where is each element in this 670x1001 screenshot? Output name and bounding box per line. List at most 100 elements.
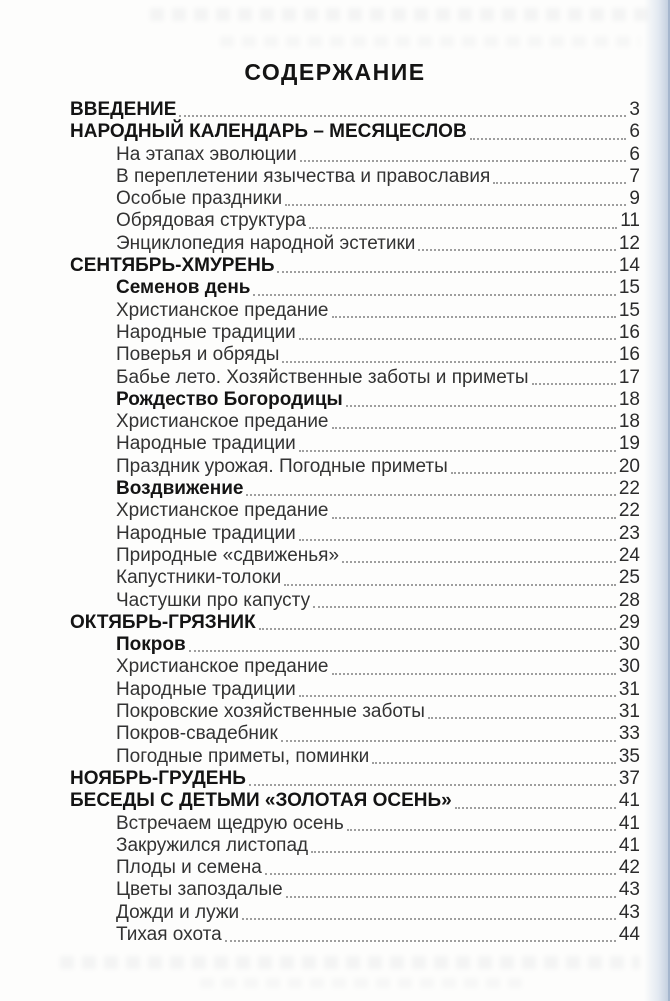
dotted-leader <box>493 182 627 185</box>
toc-page-number: 31 <box>618 678 640 700</box>
toc-entry-label: В переплетении язычества и православия <box>116 165 491 187</box>
toc-entry-label: Народные традиции <box>116 522 296 544</box>
dotted-leader <box>224 940 616 943</box>
dotted-leader <box>246 494 616 497</box>
toc-list: ВВЕДЕНИЕ 3 НАРОДНЫЙ КАЛЕНДАРЬ – МЕСЯЦЕСЛОВ… <box>70 99 640 946</box>
toc-row: ОКТЯБРЬ-ГРЯЗНИК 29 <box>70 612 640 634</box>
toc-row: БЕСЕДЫ С ДЕТЬМИ «ЗОЛОТАЯ ОСЕНЬ» 41 <box>70 790 640 812</box>
toc-entry-label: Христианское предание <box>116 500 329 522</box>
dotted-leader <box>188 650 616 653</box>
toc-entry-label: Энциклопедия народной эстетики <box>116 232 416 254</box>
toc-entry-label: СЕНТЯБРЬ-ХМУРЕНЬ <box>70 255 275 277</box>
toc-row: Тихая охота 44 <box>70 924 640 946</box>
toc-entry-label: Особые праздники <box>116 188 283 210</box>
toc-row: Христианское предание 15 <box>70 300 640 322</box>
toc-page-number: 6 <box>629 143 640 165</box>
dotted-leader <box>311 851 616 854</box>
toc-row: Встречаем щедрую осень 41 <box>70 813 640 835</box>
dotted-leader <box>531 382 616 385</box>
toc-page-number: 17 <box>618 366 640 388</box>
toc-row: Природные «сдвиженья» 24 <box>70 545 640 567</box>
toc-row: Бабье лето. Хозяйственные заботы и приме… <box>70 367 640 389</box>
toc-row: НОЯБРЬ-ГРУДЕНЬ 37 <box>70 768 640 790</box>
page-edge-shadow <box>644 0 670 1001</box>
toc-page-number: 18 <box>618 411 640 433</box>
toc-page-number: 43 <box>618 879 640 901</box>
scan-artifact <box>150 8 650 21</box>
toc-entry-label: Тихая охота <box>116 923 222 945</box>
dotted-leader <box>298 449 616 452</box>
toc-entry-label: Покров <box>116 634 186 656</box>
dotted-leader <box>345 405 616 408</box>
toc-row: Погодные приметы, поминки 35 <box>70 746 640 768</box>
toc-page-number: 24 <box>618 544 640 566</box>
toc-entry-label: Народные традиции <box>116 678 296 700</box>
toc-page-number: 9 <box>629 188 640 210</box>
scan-artifact <box>60 956 640 969</box>
toc-row: Плоды и семена 42 <box>70 857 640 879</box>
toc-entry-label: Обрядовая структура <box>116 210 306 232</box>
toc-page-number: 7 <box>629 165 640 187</box>
toc-row: Поверья и обряды 16 <box>70 344 640 366</box>
toc-row: СЕНТЯБРЬ-ХМУРЕНЬ 14 <box>70 255 640 277</box>
toc-page-number: 43 <box>618 901 640 923</box>
toc-entry-label: Рождество Богородицы <box>116 388 343 410</box>
dotted-leader <box>298 538 616 541</box>
dotted-leader <box>313 605 616 608</box>
toc-entry-label: НОЯБРЬ-ГРУДЕНЬ <box>70 767 246 789</box>
toc-row: Народные традиции 31 <box>70 679 640 701</box>
dotted-leader <box>264 873 616 876</box>
toc-row: Воздвижение 22 <box>70 478 640 500</box>
toc-entry-label: Народные традиции <box>116 321 296 343</box>
toc-entry-label: Праздник урожая. Погодные приметы <box>116 455 448 477</box>
toc-entry-label: На этапах эволюции <box>116 143 297 165</box>
toc-entry-label: Воздвижение <box>116 478 244 500</box>
dotted-leader <box>248 784 616 787</box>
toc-row: Энциклопедия народной эстетики 12 <box>70 233 640 255</box>
toc-page-number: 41 <box>618 834 640 856</box>
dotted-leader <box>331 315 616 318</box>
toc-row: ВВЕДЕНИЕ 3 <box>70 99 640 121</box>
toc-row: Частушки про капусту 28 <box>70 590 640 612</box>
toc-page-number: 16 <box>618 344 640 366</box>
toc-row: Народные традиции 23 <box>70 523 640 545</box>
dotted-leader <box>277 271 616 274</box>
toc-page-number: 30 <box>618 656 640 678</box>
toc-page-number: 31 <box>618 701 640 723</box>
toc-page-number: 11 <box>620 210 640 232</box>
toc-page-number: 19 <box>618 433 640 455</box>
page-title: СОДЕРЖАНИЕ <box>244 59 426 86</box>
toc-entry-label: Встречаем щедрую осень <box>116 812 344 834</box>
dotted-leader <box>372 761 616 764</box>
dotted-leader <box>331 427 616 430</box>
dotted-leader <box>282 360 616 363</box>
toc-row: Цветы запоздалые 43 <box>70 879 640 901</box>
toc-row: Обрядовая структура 11 <box>70 210 640 232</box>
toc-page-number: 23 <box>618 522 640 544</box>
dotted-leader <box>242 917 616 920</box>
toc-page-number: 35 <box>618 745 640 767</box>
dotted-leader <box>298 695 616 698</box>
toc-page-number: 3 <box>629 99 640 120</box>
toc-page-number: 20 <box>618 455 640 477</box>
dotted-leader <box>427 717 616 720</box>
toc-entry-label: Цветы запоздалые <box>116 879 283 901</box>
toc-row: Капустники-толоки 25 <box>70 567 640 589</box>
toc-entry-label: Христианское предание <box>116 656 329 678</box>
dotted-leader <box>331 516 616 519</box>
dotted-leader <box>258 628 616 631</box>
toc-entry-label: БЕСЕДЫ С ДЕТЬМИ «ЗОЛОТАЯ ОСЕНЬ» <box>70 790 452 812</box>
toc-row: Покров-свадебник 33 <box>70 723 640 745</box>
toc-page-number: 6 <box>629 121 640 143</box>
dotted-leader <box>284 583 616 586</box>
toc-page-number: 18 <box>618 388 640 410</box>
toc-row: Христианское предание 22 <box>70 500 640 522</box>
dotted-leader <box>469 137 627 140</box>
toc-page-number: 29 <box>618 611 640 633</box>
scan-artifact <box>200 978 530 988</box>
dotted-leader <box>418 249 616 252</box>
toc-entry-label: Христианское предание <box>116 411 329 433</box>
dotted-leader <box>308 226 618 229</box>
scan-artifact <box>220 36 640 47</box>
